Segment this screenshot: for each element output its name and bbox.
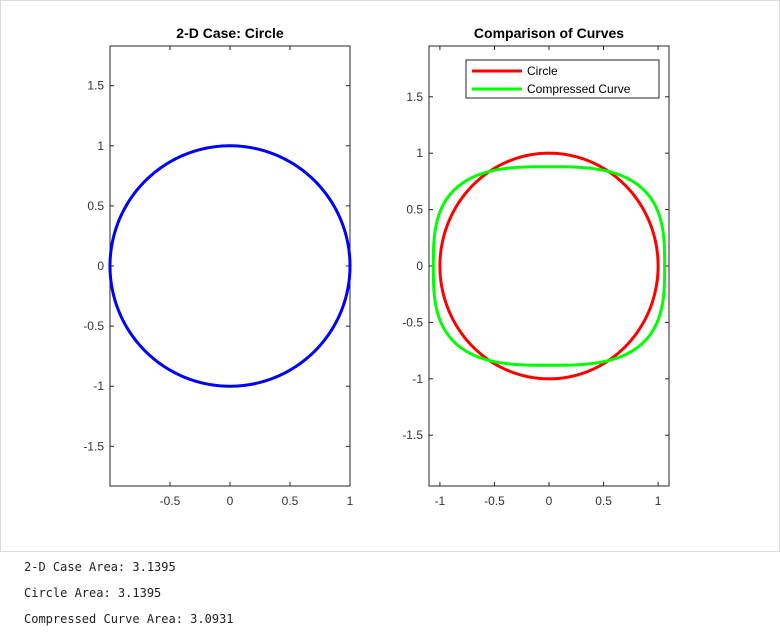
x-tick-label: -1 — [435, 494, 446, 508]
y-tick-label: -0.5 — [402, 315, 423, 329]
y-tick-label: 1.5 — [87, 79, 104, 93]
output-line-2d-area: 2-D Case Area: 3.1395 — [24, 560, 176, 574]
figure-panel: 2-D Case: Circle -0.5 0 0.5 1 -1.5 -1 -0.5 0 0.5 1… — [0, 0, 780, 552]
chart-1: 2-D Case: Circle -0.5 0 0.5 1 -1.5 -1 -0.5 0 0.5 1… — [83, 25, 353, 508]
y-tick-label: 1 — [97, 139, 104, 153]
series-line-1 — [108, 144, 352, 388]
legend-label: Circle — [527, 64, 558, 78]
y-tick-label: -1 — [412, 372, 423, 386]
y-tick-label: 0 — [97, 259, 104, 273]
output-line-compressed-area: Compressed Curve Area: 3.0931 — [24, 612, 234, 626]
command-output: 2-D Case Area: 3.1395 Circle Area: 3.139… — [24, 557, 234, 635]
chart-title: Comparison of Curves — [474, 25, 624, 41]
series-line-2 — [431, 165, 667, 367]
y-tick-label: -1 — [93, 379, 104, 393]
y-tick-label: 0.5 — [87, 199, 104, 213]
y-tick-label: -1.5 — [402, 428, 423, 442]
plot-area — [109, 45, 351, 487]
x-tick-label: -0.5 — [484, 494, 505, 508]
legend-label: Compressed Curve — [527, 82, 631, 96]
plot-area — [428, 45, 670, 487]
x-tick-label: 1 — [347, 494, 354, 508]
y-tick-label: 1.5 — [406, 90, 423, 104]
output-line-circle-area: Circle Area: 3.1395 — [24, 586, 162, 600]
chart-title: 2-D Case: Circle — [176, 25, 284, 41]
y-tick-label: -1.5 — [83, 439, 104, 453]
x-tick-label: 0.5 — [282, 494, 299, 508]
x-tick-label: 0.5 — [595, 494, 612, 508]
figure-canvas: 2-D Case: Circle -0.5 0 0.5 1 -1.5 -1 -0.5 0 0.5 1… — [83, 25, 670, 508]
legend-box — [465, 59, 660, 99]
chart-2: Comparison of Curves -1 -0.5 0 0.5 1 -1.5 -1 -0.… — [402, 25, 670, 508]
series-line-1 — [438, 151, 660, 381]
legend: Circle Compressed Curve — [465, 59, 660, 99]
y-tick-label: 0.5 — [406, 203, 423, 217]
x-tick-label: 0 — [227, 494, 234, 508]
y-tick-label: 0 — [416, 259, 423, 273]
y-tick-label: -0.5 — [83, 319, 104, 333]
y-tick-label: 1 — [416, 146, 423, 160]
x-tick-label: 1 — [655, 494, 662, 508]
x-tick-label: -0.5 — [160, 494, 181, 508]
x-tick-label: 0 — [546, 494, 553, 508]
